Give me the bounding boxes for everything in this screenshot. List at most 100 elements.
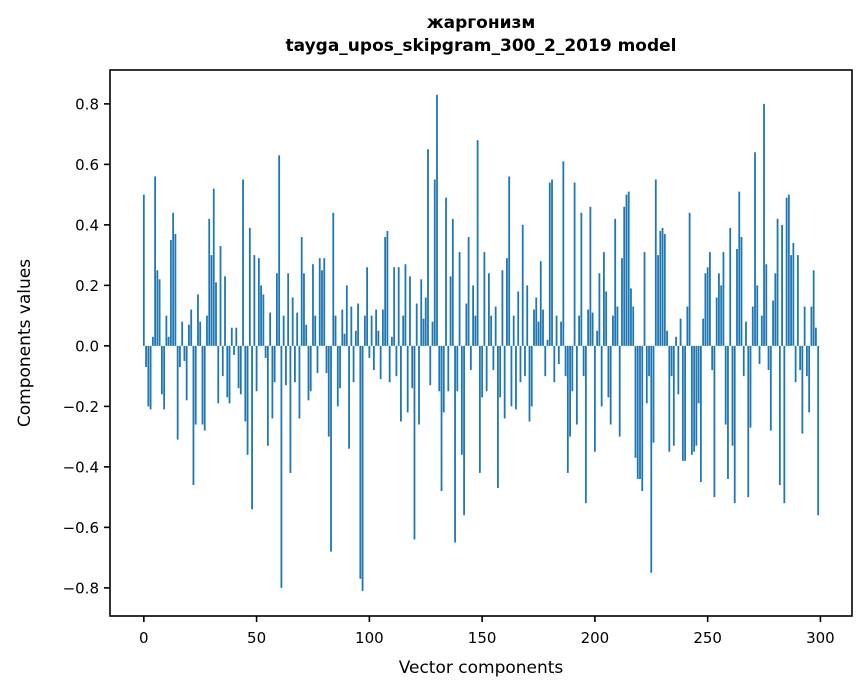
bar (456, 345, 459, 392)
bar (174, 233, 177, 346)
bar (645, 345, 648, 404)
bar (400, 345, 402, 422)
y-tick-label: 0.4 (75, 216, 99, 234)
bar (325, 345, 328, 374)
bar (607, 345, 610, 398)
bar (643, 252, 646, 346)
bar (343, 333, 346, 346)
bar (217, 345, 220, 404)
bar (704, 273, 707, 346)
bar (542, 309, 544, 346)
bar (397, 267, 400, 346)
bar (402, 315, 405, 346)
bar (429, 345, 432, 386)
bar (411, 345, 414, 389)
bar (212, 188, 215, 346)
bar (478, 345, 481, 473)
bar (483, 252, 486, 346)
bar (291, 297, 294, 346)
bar (176, 345, 179, 440)
bar (359, 345, 362, 579)
bar (684, 345, 686, 461)
bar (623, 206, 626, 346)
bar (332, 212, 335, 346)
bar (492, 345, 495, 371)
bar (727, 345, 729, 479)
bar (593, 345, 596, 452)
bar (596, 330, 599, 346)
bar (185, 345, 188, 401)
bar (287, 273, 290, 346)
bar (269, 312, 272, 346)
bar (600, 345, 603, 407)
bar (368, 345, 371, 358)
bar (783, 345, 786, 504)
bar (686, 306, 689, 346)
bar (318, 258, 321, 346)
bar (641, 345, 644, 492)
bar (605, 291, 608, 346)
bar (749, 345, 752, 428)
bar (330, 345, 332, 552)
chart-title-model: tayga_upos_skipgram_300_2_2019 model (286, 36, 677, 56)
bar (372, 345, 375, 371)
bar (756, 285, 759, 346)
y-axis-label: Components values (15, 259, 35, 427)
bar (239, 345, 242, 395)
x-tick-label: 300 (806, 629, 835, 647)
bar (321, 270, 323, 346)
bar (587, 309, 590, 346)
bar (476, 140, 479, 346)
plot-spines (109, 69, 853, 617)
bar (731, 345, 734, 446)
y-tick-label: 0.2 (75, 277, 99, 295)
bar (571, 345, 574, 392)
bar (451, 218, 454, 346)
bar (294, 345, 296, 383)
bar (169, 240, 172, 346)
bar (278, 155, 281, 346)
bar (233, 345, 235, 355)
bar (181, 321, 184, 346)
bar (501, 270, 504, 346)
bar (517, 291, 520, 346)
bar (341, 309, 344, 346)
bar (636, 345, 639, 479)
y-tick-label: 0.0 (75, 337, 99, 355)
bar (677, 345, 680, 395)
bar (609, 345, 612, 425)
bar (657, 255, 659, 346)
bar (695, 345, 698, 446)
bar (706, 267, 709, 346)
bar (384, 236, 387, 346)
bar (794, 345, 797, 383)
bar (361, 345, 364, 591)
bar (183, 345, 186, 361)
bar (158, 279, 161, 346)
bar (616, 306, 619, 346)
bar (670, 345, 673, 377)
bar (431, 321, 434, 346)
bar (413, 345, 416, 540)
bar (650, 345, 653, 573)
bar (681, 345, 684, 461)
bar (165, 315, 168, 346)
bar (469, 345, 472, 371)
bar (648, 345, 650, 377)
bar (564, 345, 567, 377)
bar (487, 273, 490, 346)
bar (194, 345, 197, 425)
bar (458, 252, 461, 346)
bar (160, 345, 163, 395)
bar (149, 345, 152, 410)
bar (226, 345, 229, 398)
bar (388, 345, 391, 383)
bar (354, 330, 357, 346)
bar (309, 345, 312, 392)
bar (406, 345, 409, 413)
x-tick-label: 200 (581, 629, 610, 647)
bar (208, 218, 211, 346)
x-tick-label: 0 (139, 629, 149, 647)
bar (438, 345, 441, 392)
